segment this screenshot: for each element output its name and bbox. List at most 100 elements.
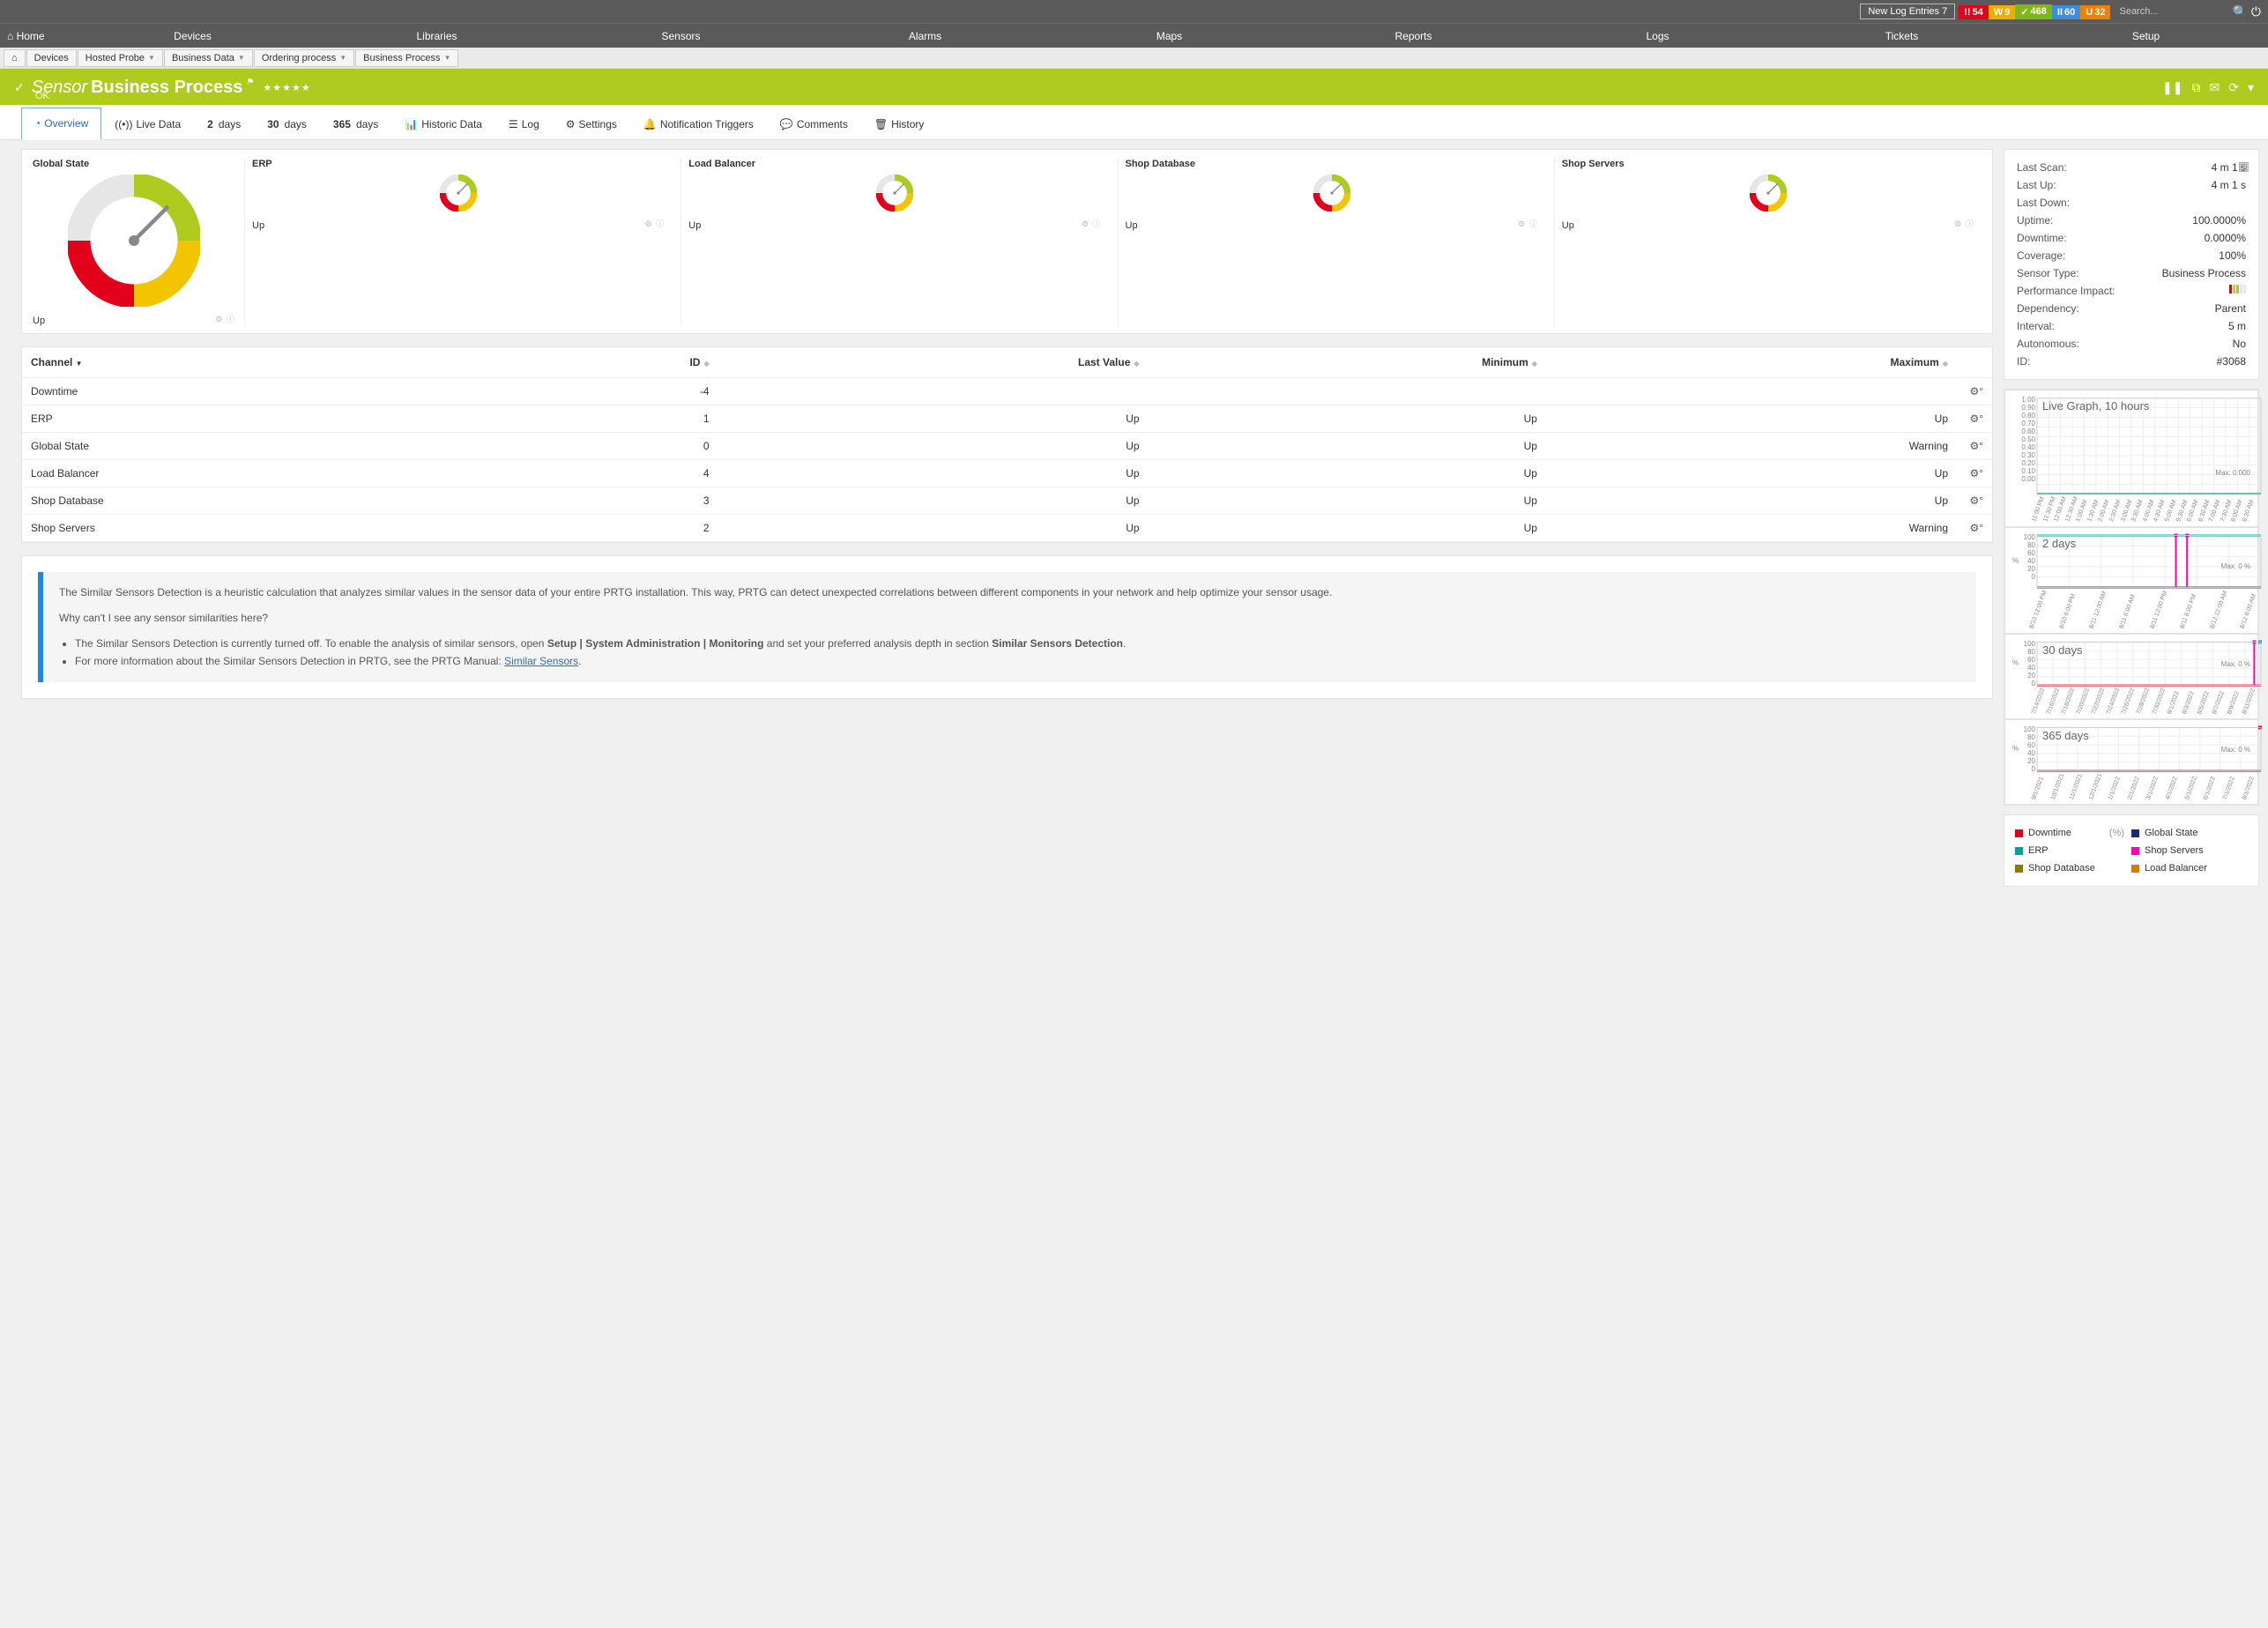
x-axis-labels: 7/14/20227/16/20227/18/20227/20/20227/22… [2011,686,2252,715]
breadcrumb-item[interactable]: Ordering process ▼ [254,49,354,67]
tabs: ◔Overview((•))Live Data2days30days365day… [0,105,2268,140]
breadcrumb-home-icon[interactable]: ⌂ [4,49,26,67]
status-badge[interactable]: U 32 [2080,5,2110,19]
gauge-settings-icon[interactable]: ⚙ ⓘ [1518,218,1538,229]
detail-value: No [2233,338,2246,350]
tab-live-data[interactable]: ((•))Live Data [101,108,194,139]
nav-item-maps[interactable]: Maps [1047,25,1291,48]
gauge-title: Global State [33,159,235,169]
cell-max: Up [1546,487,1957,515]
tab-settings[interactable]: ⚙Settings [553,108,630,139]
row-settings-icon[interactable]: ⚙° [1957,487,1992,515]
detail-row: Sensor Type:Business Process [2017,264,2246,282]
qr-icon[interactable]: ▦ [2238,159,2249,174]
nav-item-tickets[interactable]: Tickets [1780,25,2024,48]
gauge-shop-servers[interactable]: Shop Servers Up⚙ ⓘ [1554,159,1982,326]
status-badge[interactable]: ✓ 468 [2015,4,2052,19]
refresh-icon[interactable]: ⟳ [2228,80,2239,95]
gauge-settings-icon[interactable]: ⚙ ⓘ [215,313,235,324]
cell-last: Up [718,433,1149,460]
tab-days[interactable]: 2days [194,108,254,139]
y-axis-labels: 100806040200 [2011,533,2035,572]
col-max[interactable]: Maximum◆ [1546,347,1957,378]
detail-row: Last Down: [2017,194,2246,212]
detail-value: #3068 [2217,355,2246,368]
nav-item-sensors[interactable]: Sensors [559,25,803,48]
mail-icon[interactable]: ✉ [2210,80,2220,95]
status-badge[interactable]: W 9 [1989,5,2016,19]
tab-history[interactable]: 🗑History [861,108,938,139]
power-icon[interactable]: ⏻ [2251,4,2261,19]
mini-graph[interactable]: 1.000.900.800.700.600.500.400.300.200.10… [2004,390,2258,527]
tab-log[interactable]: ☰Log [495,108,553,139]
detail-label: ID: [2017,355,2030,368]
legend-item: Load Balancer [2131,859,2248,877]
mini-graph[interactable]: % 100806040200 30 days Max: 0 % 7/14/202… [2004,634,2258,719]
tab-historic-data[interactable]: 📊Historic Data [391,108,495,139]
nav-item-devices[interactable]: Devices [71,25,315,48]
manual-link[interactable]: Similar Sensors [504,655,578,667]
cell-id: -4 [516,378,718,405]
status-badge[interactable]: !! 54 [1959,5,1989,19]
flag-icon[interactable]: ⚑ [246,78,254,87]
graph-title: 365 days [2042,729,2089,742]
gauge-shop-database[interactable]: Shop Database Up⚙ ⓘ [1118,159,1545,326]
row-settings-icon[interactable]: ⚙° [1957,460,1992,487]
row-settings-icon[interactable]: ⚙° [1957,378,1992,405]
gauge-settings-icon[interactable]: ⚙ ⓘ [1082,218,1102,229]
graphs-panel: 1.000.900.800.700.600.500.400.300.200.10… [2004,389,2259,806]
y-axis-labels: 100806040200 [2011,640,2035,670]
search-input[interactable] [2114,4,2228,19]
gauges-panel: Global State Up⚙ ⓘ ERP Up⚙ ⓘ Load Balanc… [21,149,1993,334]
priority-stars[interactable]: ★★★★★ [263,82,310,93]
tab-days[interactable]: 30days [254,108,320,139]
row-settings-icon[interactable]: ⚙° [1957,433,1992,460]
nav-item-logs[interactable]: Logs [1536,25,1780,48]
tab-overview[interactable]: ◔Overview [21,108,101,140]
gauge-state: Up [1562,220,1574,231]
cell-min [1149,378,1546,405]
breadcrumb-item[interactable]: Business Process ▼ [355,49,458,67]
col-min[interactable]: Minimum◆ [1149,347,1546,378]
status-text: OK [35,91,49,101]
col-channel[interactable]: Channel ▼ [22,347,516,378]
detail-row: Dependency:Parent [2017,300,2246,317]
mini-graph[interactable]: % 100806040200 365 days Max: 0 % 9/1/202… [2004,719,2258,805]
gauge-global-state[interactable]: Global State Up⚙ ⓘ [33,159,235,326]
dropdown-icon[interactable]: ▾ [2248,80,2254,95]
row-settings-icon[interactable]: ⚙° [1957,405,1992,433]
nav-item-setup[interactable]: Setup [2024,25,2268,48]
pause-icon[interactable]: ❚❚ [2162,80,2182,95]
cell-last: Up [718,405,1149,433]
nav-item-libraries[interactable]: Libraries [315,25,559,48]
breadcrumb-item[interactable]: Hosted Probe ▼ [78,49,163,67]
legend-item: Shop Servers [2131,842,2248,859]
mini-graph[interactable]: % 100806040200 2 days Max: 0 % 8/10 12:0… [2004,527,2258,635]
status-badge[interactable]: II 60 [2052,5,2080,19]
detail-row: Performance Impact: [2017,282,2246,300]
nav-item-reports[interactable]: Reports [1291,25,1536,48]
gauge-load-balancer[interactable]: Load Balancer Up⚙ ⓘ [680,159,1108,326]
gauge-erp[interactable]: ERP Up⚙ ⓘ [244,159,672,326]
col-id[interactable]: ID◆ [516,347,718,378]
search-icon[interactable]: 🔍 [2232,4,2247,19]
gauge-settings-icon[interactable]: ⚙ ⓘ [645,218,666,229]
info-box: The Similar Sensors Detection is a heuri… [38,572,1976,682]
row-settings-icon[interactable]: ⚙° [1957,515,1992,542]
nav-item-home[interactable]: ⌂ Home [0,25,71,48]
breadcrumb-item[interactable]: Devices [26,49,77,67]
copy-icon[interactable]: ⧉ [2192,80,2201,95]
main-nav: ⌂ HomeDevicesLibrariesSensorsAlarmsMapsR… [0,23,2268,48]
new-log-entries-button[interactable]: New Log Entries 7 [1860,4,1955,19]
gauge-settings-icon[interactable]: ⚙ ⓘ [1954,218,1974,229]
detail-row: Coverage:100% [2017,247,2246,264]
tab-comments[interactable]: 💬Comments [767,108,861,139]
similar-sensors-panel: The Similar Sensors Detection is a heuri… [21,555,1993,699]
gauge-state: Up [1126,220,1138,231]
tab-days[interactable]: 365days [320,108,391,139]
breadcrumb-item[interactable]: Business Data ▼ [164,49,253,67]
tab-notification-triggers[interactable]: 🔔Notification Triggers [630,108,767,139]
nav-item-alarms[interactable]: Alarms [803,25,1047,48]
legend-item: Global State [2131,824,2248,842]
col-last[interactable]: Last Value◆ [718,347,1149,378]
